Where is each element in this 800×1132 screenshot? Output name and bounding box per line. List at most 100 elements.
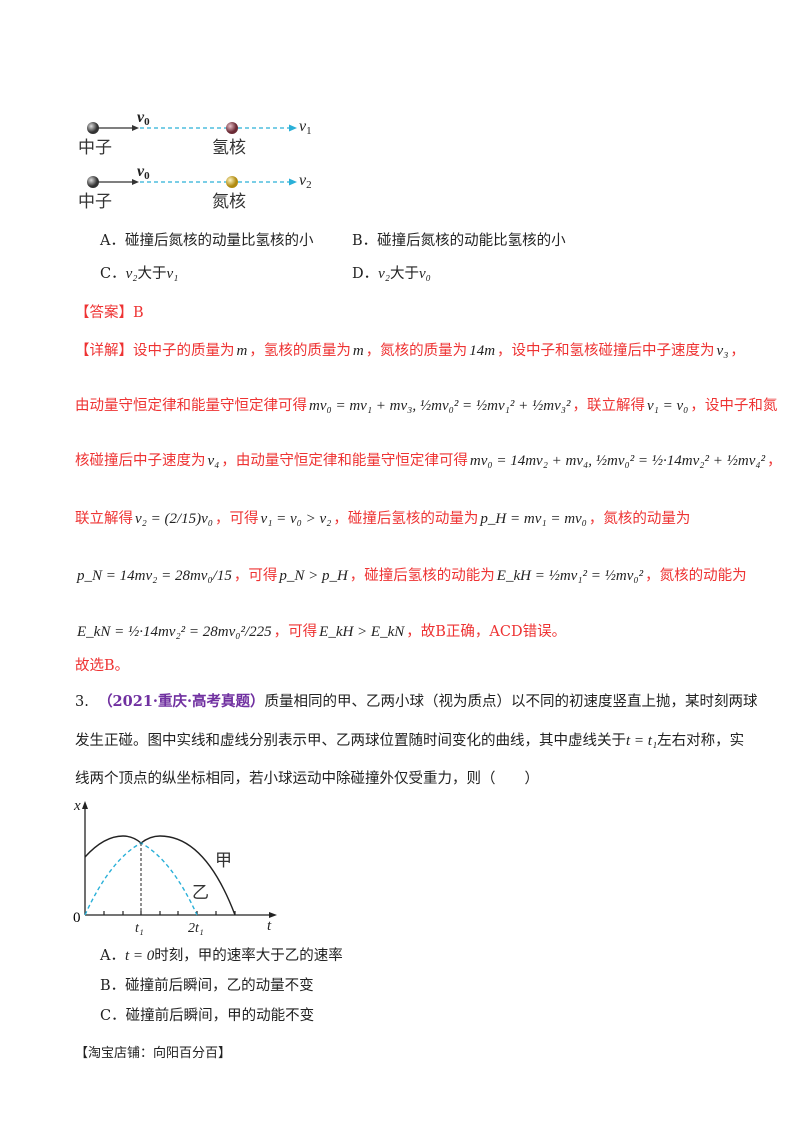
x-axis-ticks xyxy=(103,911,236,915)
option-c: C．v₂大于v₁ xyxy=(100,264,178,284)
explanation-text: ，可得 xyxy=(233,568,278,584)
arrowhead xyxy=(132,179,139,185)
tick-label-t1: t₁ xyxy=(135,921,144,936)
math-expression: v₂ = (2/15)v₀ xyxy=(135,511,214,527)
explanation-text: ，氮核的动能为 xyxy=(645,568,747,584)
option-label: C． xyxy=(100,266,126,282)
neutron-label: 中子 xyxy=(78,138,112,158)
math-expression: v₁ = v₀ xyxy=(646,398,689,414)
explanation-text: ，可得 xyxy=(273,624,318,640)
collision-row-nitrogen: v0 v2 中子 氮核 xyxy=(78,163,312,212)
question-3-line: 线两个顶点的纵坐标相同，若小球运动中除碰撞外仅受重力，则（ ） xyxy=(75,771,539,787)
explanation-text: ，氮核的质量为 xyxy=(365,343,468,359)
math-expression: mv₀ = 14mv₂ + mv₄, ½mv₀² = ½·14mv₂² + ½m… xyxy=(469,453,766,469)
x-axis-arrow xyxy=(269,912,277,918)
v1-label: v1 xyxy=(299,118,312,137)
tick-label-2t1: 2t₁ xyxy=(188,921,204,936)
math-expression: p_N = 14mv₂ = 28mv₀/15 xyxy=(77,568,232,584)
math: v₂ xyxy=(125,266,138,282)
math-expression: 14m xyxy=(469,343,496,359)
arrowhead xyxy=(289,178,297,186)
collision-figure: v0 v1 中子 氢核 v0 v2 中子 氮核 xyxy=(78,109,312,212)
q3-option-a: A．t = 0时刻，甲的速率大于乙的速率 xyxy=(100,946,343,966)
explanation-text: ，氢核的质量为 xyxy=(249,343,351,359)
hydrogen-nucleus-ball xyxy=(226,122,238,134)
explanation-text: 【详解】设中子的质量为 xyxy=(75,343,235,359)
explanation-text: ，碰撞后氢核的动量为 xyxy=(333,511,479,527)
footer-shop-name: 【淘宝店铺：向阳百分百】 xyxy=(75,1046,232,1061)
math: v₁ xyxy=(166,266,179,282)
explanation-text: ，由动量守恒定律和能量守恒定律可得 xyxy=(221,453,468,469)
question-3-line: 3. （2021·重庆·高考真题）质量相同的甲、乙两小球（视为质点）以不同的初速… xyxy=(75,692,758,712)
question-text: 发生正碰。图中实线和虚线分别表示甲、乙两球位置随时间变化的曲线，其中虚线关于 xyxy=(75,733,626,749)
y-axis-arrow xyxy=(82,801,88,809)
math-expression: E_kN = ½·14mv₂² = 28mv₀²/225 xyxy=(77,624,272,640)
math-expression: E_kH = ½mv₁² = ½mv₀² xyxy=(496,568,644,584)
explanation-text: ，可得 xyxy=(215,511,259,527)
option-label: D． xyxy=(352,266,379,282)
question-text: 左右对称，实 xyxy=(657,733,745,749)
math-expression: mv₀ = mv₁ + mv₃, ½mv₀² = ½mv₁² + ½mv₃² xyxy=(309,398,571,414)
option-text: 大于 xyxy=(137,266,167,282)
math-expression: p_H = mv₁ = mv₀ xyxy=(480,511,587,527)
math-expression: v₃ xyxy=(716,343,729,359)
option-d: D．v₂大于v₀ xyxy=(352,264,431,284)
answer: 【答案】B xyxy=(75,305,144,321)
nitrogen-nucleus-ball xyxy=(226,176,238,188)
v2-label: v2 xyxy=(299,172,312,191)
question-source: （2021·重庆·高考真题） xyxy=(98,693,265,710)
option-b: B．碰撞后氮核的动能比氢核的小 xyxy=(352,233,566,249)
v0-label: v0 xyxy=(137,109,150,128)
math-expression: m xyxy=(236,343,248,359)
explanation-text: ，碰撞后氢核的动能为 xyxy=(349,568,495,584)
math-expression: E_kH > E_kN xyxy=(319,624,405,640)
explanation-text: 联立解得 xyxy=(75,511,133,527)
option-label: A． xyxy=(100,948,125,964)
neutron-label: 中子 xyxy=(78,192,112,212)
explanation-text: 由动量守恒定律和能量守恒定律可得 xyxy=(75,398,307,414)
explanation-text: ，故B正确，ACD错误。 xyxy=(406,624,567,640)
explanation-line: p_N = 14mv₂ = 28mv₀/15 ，可得 p_N > p_H ，碰撞后氢核… xyxy=(75,566,747,586)
x-axis-label: t xyxy=(267,918,272,934)
math: v₀ xyxy=(419,266,431,282)
conclusion: 故选B。 xyxy=(75,658,130,674)
explanation-line: 【详解】设中子的质量为 m ，氢核的质量为 m ，氮核的质量为 14m ，设中子和氢核碰撞后… xyxy=(75,341,745,361)
nitrogen-label: 氮核 xyxy=(212,192,246,212)
arrowhead xyxy=(132,125,139,131)
explanation-text: ，氮核的动量为 xyxy=(588,511,691,527)
explanation-line: 核碰撞后中子速度为 v₄ ，由动量守恒定律和能量守恒定律可得 mv₀ = 14mv₂ … xyxy=(75,451,782,471)
math: t = 0 xyxy=(124,948,155,964)
q3-option-b: B．碰撞前后瞬间，乙的动量不变 xyxy=(100,978,314,994)
math: t = t₁ xyxy=(626,733,658,749)
curve-label-jia: 甲 xyxy=(215,851,232,871)
explanation-text: ， xyxy=(730,343,745,359)
solid-curve-jia xyxy=(84,835,236,916)
origin-label: 0 xyxy=(73,910,81,926)
question-3-line: 发生正碰。图中实线和虚线分别表示甲、乙两球位置随时间变化的曲线，其中虚线关于t … xyxy=(75,731,744,751)
question-text: 质量相同的甲、乙两小球（视为质点）以不同的初速度竖直上抛，某时刻两球 xyxy=(264,694,758,710)
explanation-text: ，设中子和氢核碰撞后中子速度为 xyxy=(497,343,715,359)
math-expression: m xyxy=(352,343,364,359)
explanation-line: 联立解得 v₂ = (2/15)v₀ ，可得 v₁ = v₀ > v₂ ，碰撞后氢核的动… xyxy=(75,509,690,529)
dashed-curve-yi xyxy=(84,842,198,916)
collision-row-hydrogen: v0 v1 中子 氢核 xyxy=(78,109,312,158)
hydrogen-label: 氢核 xyxy=(212,138,246,158)
explanation-text: ，设中子和氮 xyxy=(690,398,778,414)
neutron-ball xyxy=(87,176,99,188)
y-axis-label: x xyxy=(73,798,81,814)
explanation-text: ， xyxy=(767,453,782,469)
curve-label-yi: 乙 xyxy=(192,883,209,903)
math-expression: p_N > p_H xyxy=(279,568,348,584)
q3-option-c: C．碰撞前后瞬间，甲的动能不变 xyxy=(100,1008,315,1024)
question-number: 3. xyxy=(75,694,89,710)
explanation-text: 核碰撞后中子速度为 xyxy=(75,453,206,469)
v0-label: v0 xyxy=(137,163,150,182)
option-text: 大于 xyxy=(390,266,420,282)
explanation-line: 由动量守恒定律和能量守恒定律可得 mv₀ = mv₁ + mv₃, ½mv₀² =… xyxy=(75,396,777,416)
math-expression: v₁ = v₀ > v₂ xyxy=(260,511,332,527)
explanation-line: E_kN = ½·14mv₂² = 28mv₀²/225 ，可得 E_kH > E_… xyxy=(75,622,566,642)
explanation-text: ，联立解得 xyxy=(572,398,645,414)
neutron-ball xyxy=(87,122,99,134)
math-expression: v₄ xyxy=(207,453,220,469)
math: v₂ xyxy=(378,266,391,282)
